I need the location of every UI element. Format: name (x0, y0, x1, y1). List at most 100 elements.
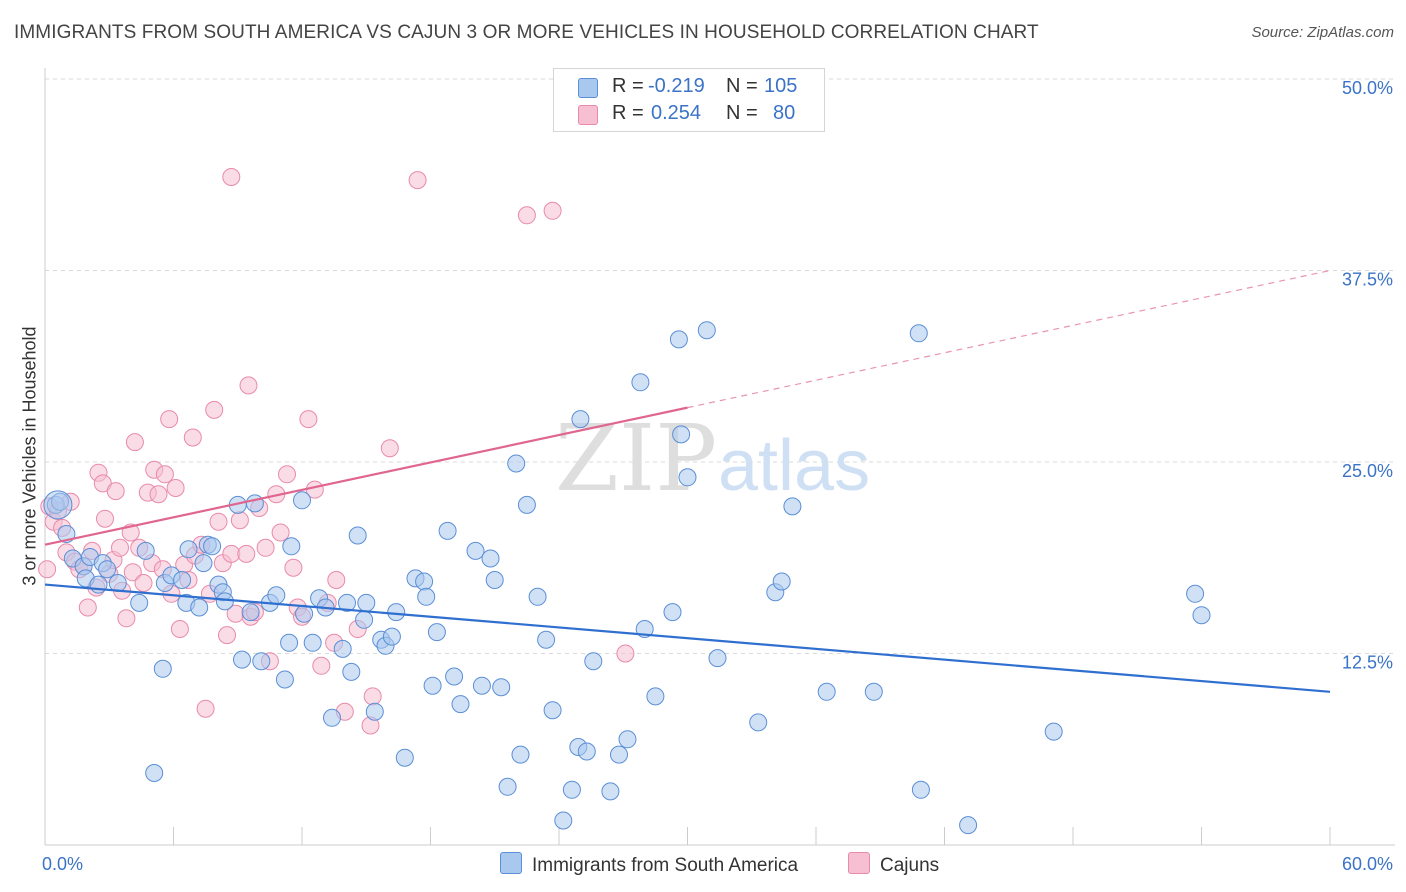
data-point (78, 598, 97, 617)
data-point (194, 554, 213, 573)
data-point (233, 650, 251, 669)
data-point (303, 633, 322, 652)
data-point (278, 465, 296, 484)
data-point (160, 410, 179, 429)
legend-row-south-america: R = -0.219 N = 105 (554, 73, 824, 101)
data-point (678, 468, 697, 487)
data-point (245, 494, 264, 513)
data-point (783, 497, 802, 516)
data-point (196, 699, 215, 718)
data-point (205, 400, 224, 419)
x-tick-label: 0.0% (42, 854, 83, 874)
data-point (672, 425, 691, 444)
data-point (215, 592, 234, 611)
data-point (749, 713, 768, 732)
data-point (333, 639, 352, 658)
data-point (241, 603, 260, 622)
tick-labels: 12.5% 25.0% 37.5% 50.0% 0.0% 60.0% (42, 78, 1393, 874)
data-point (817, 682, 836, 701)
data-point (669, 330, 688, 349)
data-point (348, 526, 367, 545)
data-point (327, 571, 346, 589)
data-point (209, 512, 228, 531)
data-point (911, 780, 930, 799)
data-point (408, 171, 427, 190)
data-point (149, 485, 168, 504)
data-point (584, 652, 603, 671)
r-value: -0.219 (648, 75, 705, 97)
data-point (511, 745, 530, 764)
watermark: ZIP atlas (555, 405, 870, 512)
n-value: 80 (773, 102, 796, 124)
data-point (155, 465, 174, 484)
x-tick-label: 60.0% (1342, 854, 1393, 874)
r-label: R = (612, 75, 644, 97)
data-point (507, 454, 526, 473)
data-point (237, 544, 256, 563)
legend-label: Cajuns (880, 855, 940, 876)
data-point (111, 538, 129, 557)
data-point (1044, 722, 1063, 741)
data-point (338, 593, 356, 612)
data-point (646, 687, 665, 706)
data-point (451, 695, 470, 714)
data-point (179, 540, 198, 559)
data-point (190, 598, 209, 617)
y-tick-label: 25.0% (1342, 461, 1393, 481)
blue-swatch (500, 852, 522, 874)
data-point (610, 745, 628, 764)
data-point (697, 321, 716, 340)
axes (44, 68, 1395, 846)
data-point (357, 593, 376, 612)
data-point (130, 593, 149, 612)
data-point (134, 574, 153, 592)
n-label: N = (726, 75, 758, 97)
data-point (222, 544, 241, 563)
data-point (363, 687, 382, 706)
r-value: 0.254 (651, 102, 702, 124)
data-point (1192, 606, 1211, 625)
data-point (1186, 584, 1205, 603)
data-point (909, 324, 928, 343)
trend-lines (44, 269, 1331, 693)
data-point (271, 523, 290, 542)
data-point (618, 730, 637, 749)
legend-item-south-america[interactable]: Immigrants from South America (500, 852, 798, 878)
legend-label: Immigrants from South America (532, 855, 799, 876)
blue-swatch (578, 78, 598, 98)
data-point (282, 537, 301, 556)
watermark-atlas: atlas (718, 426, 870, 506)
data-point (537, 630, 556, 649)
data-point (427, 623, 446, 642)
data-point (554, 811, 573, 830)
data-point (136, 541, 155, 560)
data-point (417, 587, 436, 606)
data-point (616, 644, 635, 663)
data-point (415, 572, 434, 591)
data-point (708, 649, 727, 668)
data-point (342, 662, 361, 681)
data-point (267, 586, 286, 605)
y-tick-label: 50.0% (1342, 78, 1393, 98)
data-point (299, 410, 318, 429)
data-point (492, 678, 511, 697)
source-credit: Source: ZipAtlas.com (1251, 24, 1394, 41)
data-point (380, 439, 399, 458)
y-tick-label: 37.5% (1342, 270, 1393, 290)
data-point (387, 603, 406, 622)
data-point (472, 676, 491, 695)
data-point (517, 495, 536, 514)
data-point (466, 541, 485, 560)
data-point (562, 780, 581, 799)
data-point (96, 509, 114, 528)
n-label: N = (726, 102, 758, 124)
legend-item-cajuns[interactable]: Cajuns (848, 852, 939, 878)
data-point (239, 376, 258, 395)
data-point (864, 682, 883, 701)
data-point (170, 620, 189, 638)
n-value: 105 (764, 75, 798, 97)
data-point (125, 433, 144, 452)
data-point (106, 482, 125, 501)
data-point (203, 537, 222, 556)
data-point (256, 538, 275, 557)
